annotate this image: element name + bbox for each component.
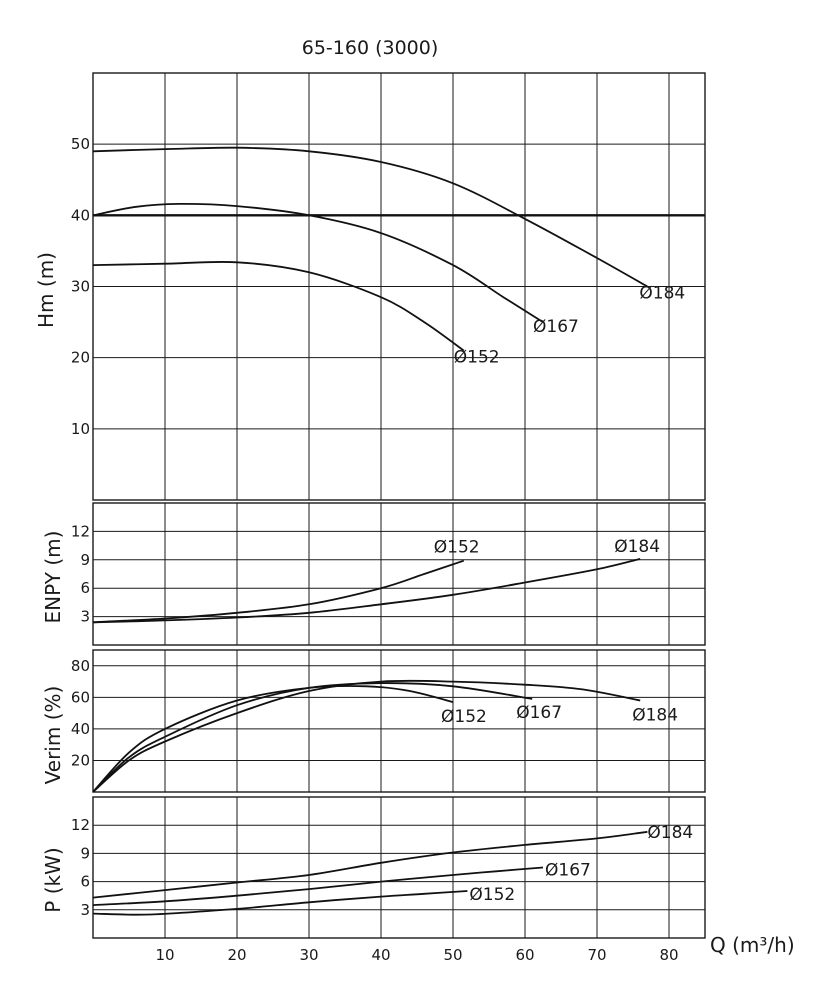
head-series-label-152: Ø152 — [454, 348, 500, 368]
power-y-axis-label: P (kW) — [41, 847, 65, 912]
head-ytick-label-20: 20 — [71, 349, 90, 367]
x-tick-label-40: 40 — [371, 946, 390, 964]
head-curve-152 — [92, 260, 465, 352]
npsh-ytick-label-6: 6 — [80, 579, 90, 597]
power-ytick-label-6: 6 — [80, 873, 90, 891]
head-ytick-label-10: 10 — [71, 420, 90, 438]
efficiency-series-label-152: Ø152 — [441, 707, 487, 727]
power-curve-152 — [92, 890, 468, 916]
npsh-curve-184 — [92, 558, 641, 624]
efficiency-series-label-184: Ø184 — [632, 705, 678, 725]
efficiency-curve-167 — [92, 682, 533, 793]
power-series-label-184: Ø184 — [647, 823, 693, 843]
efficiency-curve-184 — [92, 679, 641, 793]
head-ytick-label-50: 50 — [71, 135, 90, 153]
power-curve-184 — [92, 830, 648, 899]
x-axis-label: Q (m³/h) — [710, 933, 795, 957]
head-curve-184 — [92, 146, 648, 288]
power-ytick-label-12: 12 — [71, 816, 90, 834]
power-series-label-152: Ø152 — [469, 885, 515, 905]
head-y-axis-label: Hm (m) — [34, 252, 58, 328]
power-ytick-label-9: 9 — [80, 844, 90, 862]
efficiency-series-label-167: Ø167 — [516, 703, 562, 723]
efficiency-ytick-label-40: 40 — [71, 720, 90, 738]
head-ytick-label-30: 30 — [71, 278, 90, 296]
curves-layer — [92, 146, 705, 916]
head-series-label-167: Ø167 — [533, 317, 579, 337]
head-ytick-label-40: 40 — [71, 206, 90, 224]
npsh-panel-frame — [92, 502, 706, 646]
efficiency-y-axis-label: Verim (%) — [41, 686, 65, 785]
npsh-ytick-label-12: 12 — [71, 522, 90, 540]
npsh-series-label-152: Ø152 — [434, 538, 480, 558]
npsh-ytick-label-3: 3 — [80, 608, 90, 626]
npsh-ytick-label-9: 9 — [80, 551, 90, 569]
labels-layer: 10 20 30 40 50 Hm (m) Ø184 Ø167 Ø152 3 6 9 12 ENPY (m… — [34, 135, 693, 964]
x-tick-label-50: 50 — [443, 946, 462, 964]
head-series-label-184: Ø184 — [639, 284, 685, 304]
efficiency-panel-frame — [92, 649, 706, 793]
efficiency-ytick-label-80: 80 — [71, 657, 90, 675]
power-curve-167 — [92, 866, 544, 906]
efficiency-ytick-label-60: 60 — [71, 688, 90, 706]
x-tick-label-30: 30 — [299, 946, 318, 964]
chart-title: 65-160 (3000) — [302, 37, 439, 59]
x-tick-label-70: 70 — [587, 946, 606, 964]
efficiency-ytick-label-20: 20 — [71, 751, 90, 769]
head-curve-167 — [92, 202, 544, 323]
power-ytick-label-3: 3 — [80, 901, 90, 919]
npsh-series-label-184: Ø184 — [614, 537, 660, 557]
x-tick-label-80: 80 — [659, 946, 678, 964]
x-tick-label-20: 20 — [227, 946, 246, 964]
efficiency-curve-152 — [92, 685, 454, 793]
x-tick-label-60: 60 — [515, 946, 534, 964]
grid-layer — [92, 72, 706, 939]
power-series-label-167: Ø167 — [545, 861, 591, 881]
npsh-y-axis-label: ENPY (m) — [41, 531, 65, 624]
power-panel-frame — [92, 796, 706, 939]
x-tick-label-10: 10 — [155, 946, 174, 964]
npsh-curve-152 — [92, 559, 465, 624]
